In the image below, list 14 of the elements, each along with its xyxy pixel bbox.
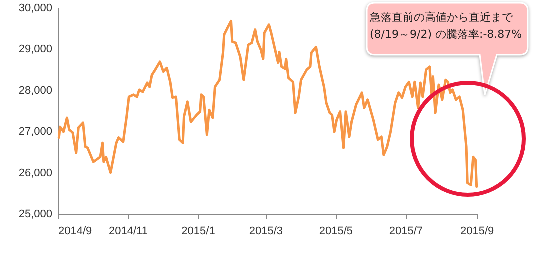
y-tick-label: 26,000 [18,167,52,180]
x-tick-label: 2015/3 [249,226,284,238]
x-tick-label: 2014/11 [109,226,148,238]
x-tick-label: 2015/1 [182,226,216,238]
y-tick-label: 29,000 [18,44,52,56]
y-tick-label: 30,000 [18,2,52,14]
x-tick-label: 2015/9 [460,226,494,238]
x-tick-label: 2015/7 [389,226,424,238]
x-tick-label: 2015/5 [319,226,354,238]
y-tick-label: 25,000 [18,208,52,220]
annotation: 急落直前の高値から直近まで (8/19～9/2) の騰落率:-8.87% [369,10,524,43]
y-tick-label: 28,000 [18,84,52,97]
x-tick-label: 2014/9 [58,226,92,238]
y-tick-label: 27,000 [18,126,52,138]
